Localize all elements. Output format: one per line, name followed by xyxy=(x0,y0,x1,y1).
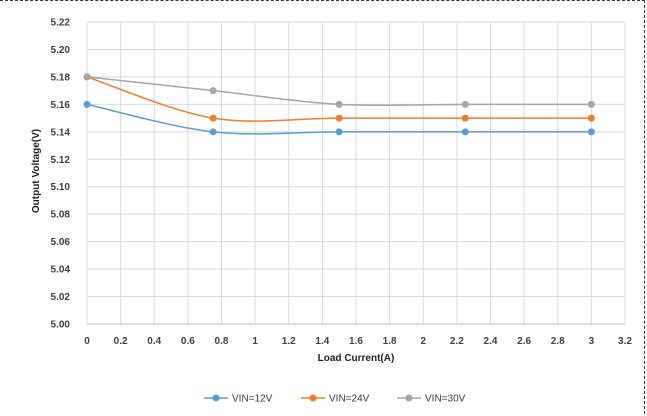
y-tick-label: 5.12 xyxy=(51,155,71,166)
y-tick-label: 5.18 xyxy=(51,72,71,83)
x-tick-label: 0.2 xyxy=(114,336,128,347)
data-point-vin-24v xyxy=(335,114,343,122)
data-point-vin-12v xyxy=(461,128,469,136)
x-tick-label: 2.2 xyxy=(450,336,464,347)
x-tick-label: 2.4 xyxy=(484,336,498,347)
x-tick-label: 3 xyxy=(589,336,595,347)
data-point-vin-12v xyxy=(209,128,217,136)
data-point-vin-30v xyxy=(335,100,343,108)
y-tick-label: 5.10 xyxy=(51,182,71,193)
x-tick-label: 1.4 xyxy=(315,336,329,347)
legend-swatch-marker xyxy=(405,394,413,402)
x-tick-label: 3.2 xyxy=(618,336,632,347)
x-tick-label: 2.8 xyxy=(551,336,565,347)
x-axis-title: Load Current(A) xyxy=(318,353,395,364)
y-tick-label: 5.16 xyxy=(51,100,71,111)
legend-label: VIN=30V xyxy=(425,394,466,405)
y-tick-label: 5.06 xyxy=(51,237,71,248)
x-axis-ticks: 0 0.2 0.4 0.6 0.8 1 1.2 1.4 1.6 1.8 2 2.2 2.4 2.6 2.8 3… xyxy=(84,336,632,347)
y-tick-label: 5.02 xyxy=(51,292,71,303)
x-tick-label: 2 xyxy=(420,336,426,347)
data-point-vin-30v xyxy=(83,73,91,81)
data-point-vin-12v xyxy=(83,100,91,108)
x-tick-label: 1.2 xyxy=(282,336,296,347)
data-point-vin-30v xyxy=(461,100,469,108)
x-tick-label: 0.8 xyxy=(215,336,229,347)
data-point-vin-12v xyxy=(587,128,595,136)
y-tick-label: 5.00 xyxy=(51,320,71,331)
data-point-vin-24v xyxy=(209,114,217,122)
data-point-vin-30v xyxy=(209,87,217,95)
x-tick-label: 1.8 xyxy=(383,336,397,347)
x-tick-label: 1.6 xyxy=(349,336,363,347)
data-point-vin-12v xyxy=(335,128,343,136)
legend-label: VIN=24V xyxy=(329,394,370,405)
y-tick-label: 5.08 xyxy=(51,210,71,221)
legend-label: VIN=12V xyxy=(232,394,273,405)
x-tick-label: 0 xyxy=(84,336,90,347)
y-axis-title: Output Voltage(V) xyxy=(31,129,42,213)
series-points xyxy=(83,73,595,136)
x-tick-label: 1 xyxy=(252,336,258,347)
gridlines xyxy=(86,21,626,325)
data-point-vin-30v xyxy=(587,100,595,108)
series-line-vin-24v xyxy=(86,76,592,122)
y-tick-label: 5.20 xyxy=(51,45,71,56)
legend: VIN=12V VIN=24V VIN=30V xyxy=(204,394,466,405)
legend-swatch-marker xyxy=(309,394,317,402)
x-tick-label: 0.4 xyxy=(147,336,161,347)
y-tick-label: 5.14 xyxy=(51,127,71,138)
y-tick-label: 5.04 xyxy=(51,265,71,276)
x-tick-label: 0.6 xyxy=(181,336,195,347)
x-tick-label: 2.6 xyxy=(517,336,531,347)
y-axis-ticks: 5.00 5.02 5.04 5.06 5.08 5.10 5.12 5.14 5.16 5.18… xyxy=(51,18,71,331)
legend-swatch-marker xyxy=(212,394,220,402)
y-tick-label: 5.22 xyxy=(51,18,71,29)
data-point-vin-24v xyxy=(587,114,595,122)
data-point-vin-24v xyxy=(461,114,469,122)
